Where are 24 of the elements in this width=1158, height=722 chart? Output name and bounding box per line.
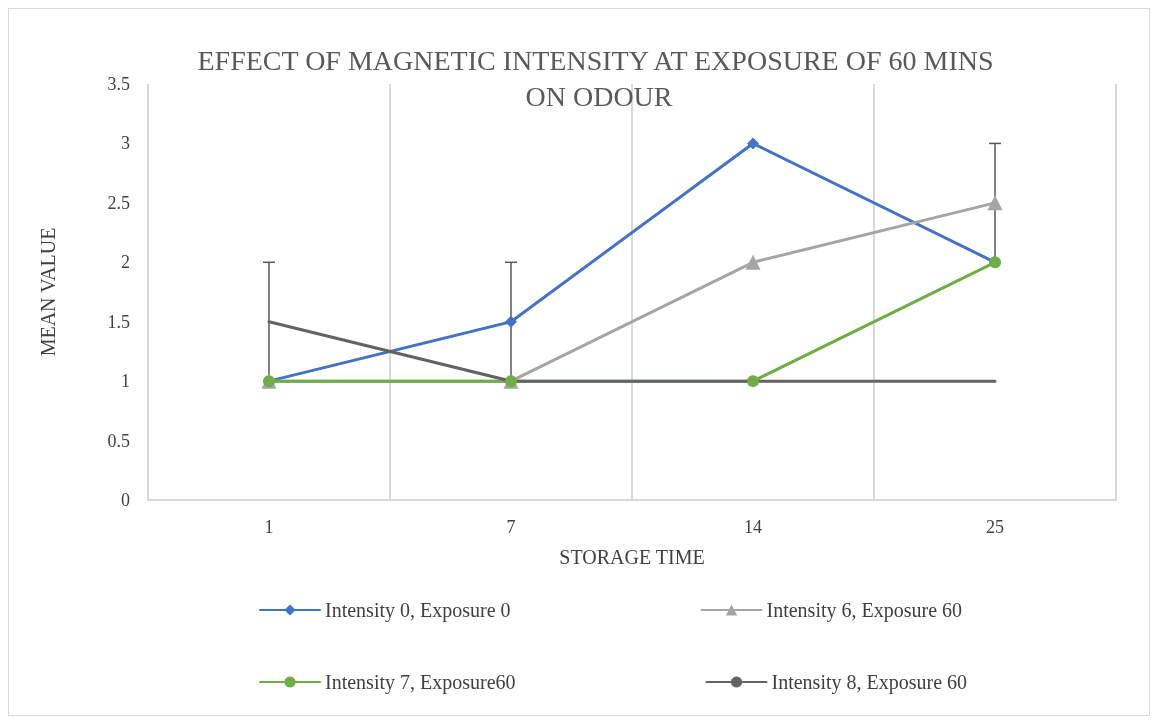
legend-label: Intensity 7, Exposure60	[325, 671, 516, 694]
point	[747, 375, 759, 388]
point	[745, 254, 761, 270]
x-tick-label: 7	[506, 517, 516, 537]
x-tick-label: 1	[264, 517, 274, 537]
legend-label: Intensity 0, Exposure 0	[325, 599, 511, 622]
y-tick-label: 3	[121, 133, 130, 154]
point	[747, 137, 759, 150]
y-tick-label: 2.5	[107, 192, 130, 213]
y-tick-label: 2	[121, 252, 130, 273]
chart-title: EFFECT OF MAGNETIC INTENSITY AT EXPOSURE OF 60 MINS ON ODOUR	[197, 44, 1001, 112]
y-tick-label: 3.5	[107, 74, 130, 94]
x-tick-label: 25	[986, 517, 1004, 537]
y-tick-label: 1.5	[107, 311, 130, 332]
y-tick-label: 0	[121, 490, 130, 510]
legend-label: Intensity 8, Exposure 60	[771, 671, 968, 694]
y-tick-label: 1	[121, 371, 130, 392]
x-axis-title: STORAGE TIME	[559, 546, 705, 568]
x-tick-label: 14	[744, 517, 762, 537]
point	[505, 315, 517, 328]
y-tick-label: 0.5	[107, 430, 130, 451]
legend-label: Intensity 6, Exposure 60	[766, 599, 963, 622]
point	[987, 195, 1003, 211]
y-axis-title: MEAN VALUE	[37, 227, 59, 357]
